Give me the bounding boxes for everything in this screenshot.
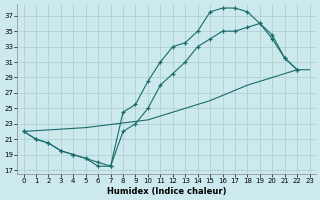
X-axis label: Humidex (Indice chaleur): Humidex (Indice chaleur) bbox=[107, 187, 226, 196]
